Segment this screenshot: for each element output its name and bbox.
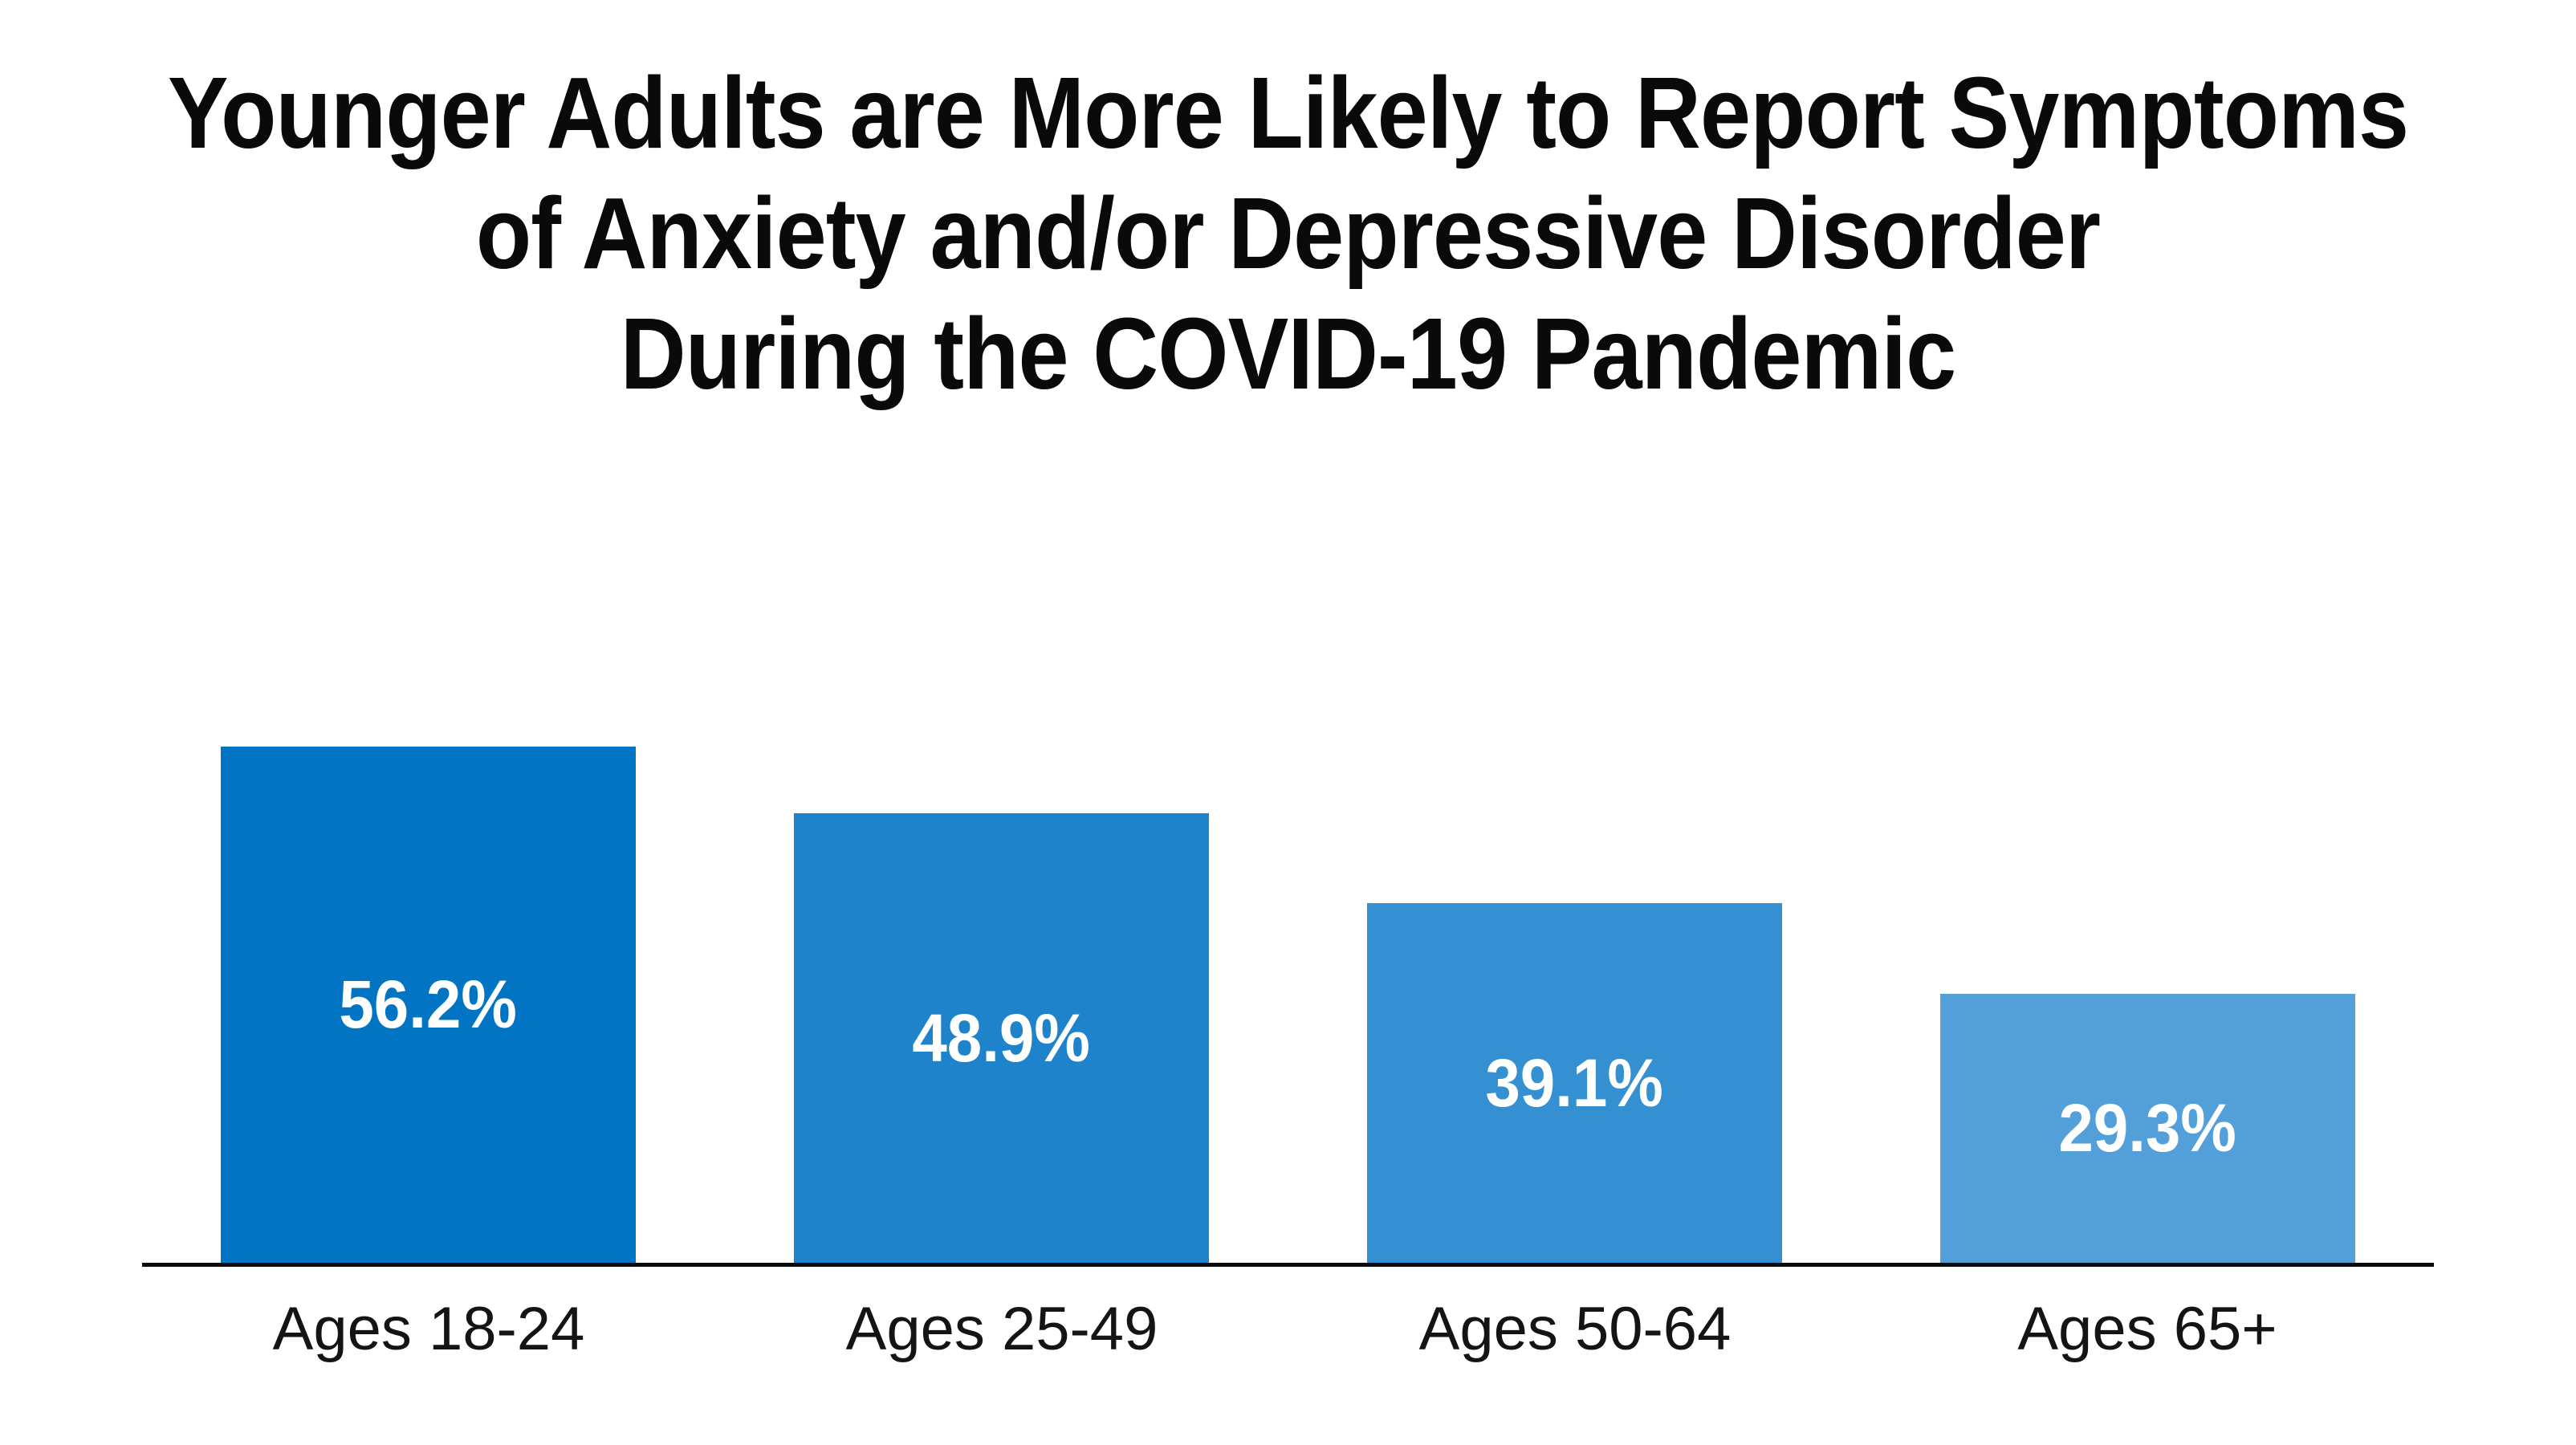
bar-value-label: 29.3% bbox=[2058, 1090, 2237, 1166]
bar-value-label: 48.9% bbox=[912, 999, 1091, 1076]
x-axis-tick-label: Ages 50-64 bbox=[1418, 1295, 1732, 1363]
chart-title: Younger Adults are More Likely to Report… bbox=[128, 53, 2447, 414]
bar-ages-50-64: 39.1% bbox=[1367, 903, 1782, 1263]
chart-title-line-1: Younger Adults are More Likely to Report… bbox=[167, 56, 2409, 169]
bar-ages-65-: 29.3% bbox=[1940, 994, 2355, 1263]
chart-title-line-2: of Anxiety and/or Depressive Disorder bbox=[475, 177, 2101, 290]
chart-title-line-3: During the COVID-19 Pandemic bbox=[620, 297, 1956, 410]
bar-value-label: 56.2% bbox=[339, 967, 518, 1042]
x-axis-tick-label: Ages 65+ bbox=[2017, 1295, 2277, 1363]
bar-value-label: 39.1% bbox=[1485, 1044, 1664, 1121]
x-axis-line bbox=[142, 1263, 2434, 1267]
x-axis-tick-label: Ages 25-49 bbox=[845, 1295, 1158, 1363]
x-axis-tick-label: Ages 18-24 bbox=[272, 1295, 585, 1363]
bar-ages-25-49: 48.9% bbox=[794, 813, 1209, 1263]
bar-ages-18-24: 56.2% bbox=[221, 747, 636, 1263]
